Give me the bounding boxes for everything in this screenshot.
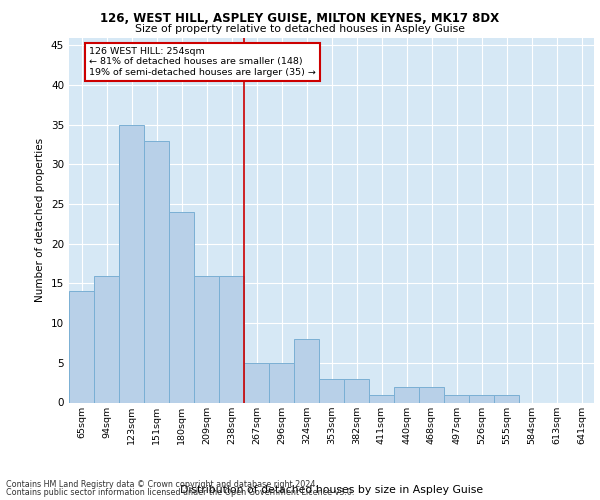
Bar xyxy=(69,292,94,403)
Bar xyxy=(469,394,494,402)
Bar xyxy=(294,339,319,402)
Bar xyxy=(369,394,394,402)
Bar xyxy=(219,276,244,402)
Text: Size of property relative to detached houses in Aspley Guise: Size of property relative to detached ho… xyxy=(135,24,465,34)
Bar xyxy=(269,363,294,403)
X-axis label: Distribution of detached houses by size in Aspley Guise: Distribution of detached houses by size … xyxy=(180,486,483,496)
Text: 126 WEST HILL: 254sqm
← 81% of detached houses are smaller (148)
19% of semi-det: 126 WEST HILL: 254sqm ← 81% of detached … xyxy=(89,47,316,77)
Bar xyxy=(444,394,469,402)
Bar xyxy=(144,140,169,402)
Bar xyxy=(319,378,344,402)
Bar xyxy=(94,276,119,402)
Bar xyxy=(394,386,419,402)
Bar xyxy=(494,394,519,402)
Text: Contains public sector information licensed under the Open Government Licence v3: Contains public sector information licen… xyxy=(6,488,355,497)
Bar xyxy=(419,386,444,402)
Text: 126, WEST HILL, ASPLEY GUISE, MILTON KEYNES, MK17 8DX: 126, WEST HILL, ASPLEY GUISE, MILTON KEY… xyxy=(100,12,500,25)
Bar xyxy=(119,125,144,402)
Y-axis label: Number of detached properties: Number of detached properties xyxy=(35,138,46,302)
Bar xyxy=(169,212,194,402)
Bar xyxy=(244,363,269,403)
Text: Contains HM Land Registry data © Crown copyright and database right 2024.: Contains HM Land Registry data © Crown c… xyxy=(6,480,318,489)
Bar xyxy=(344,378,369,402)
Bar xyxy=(194,276,219,402)
